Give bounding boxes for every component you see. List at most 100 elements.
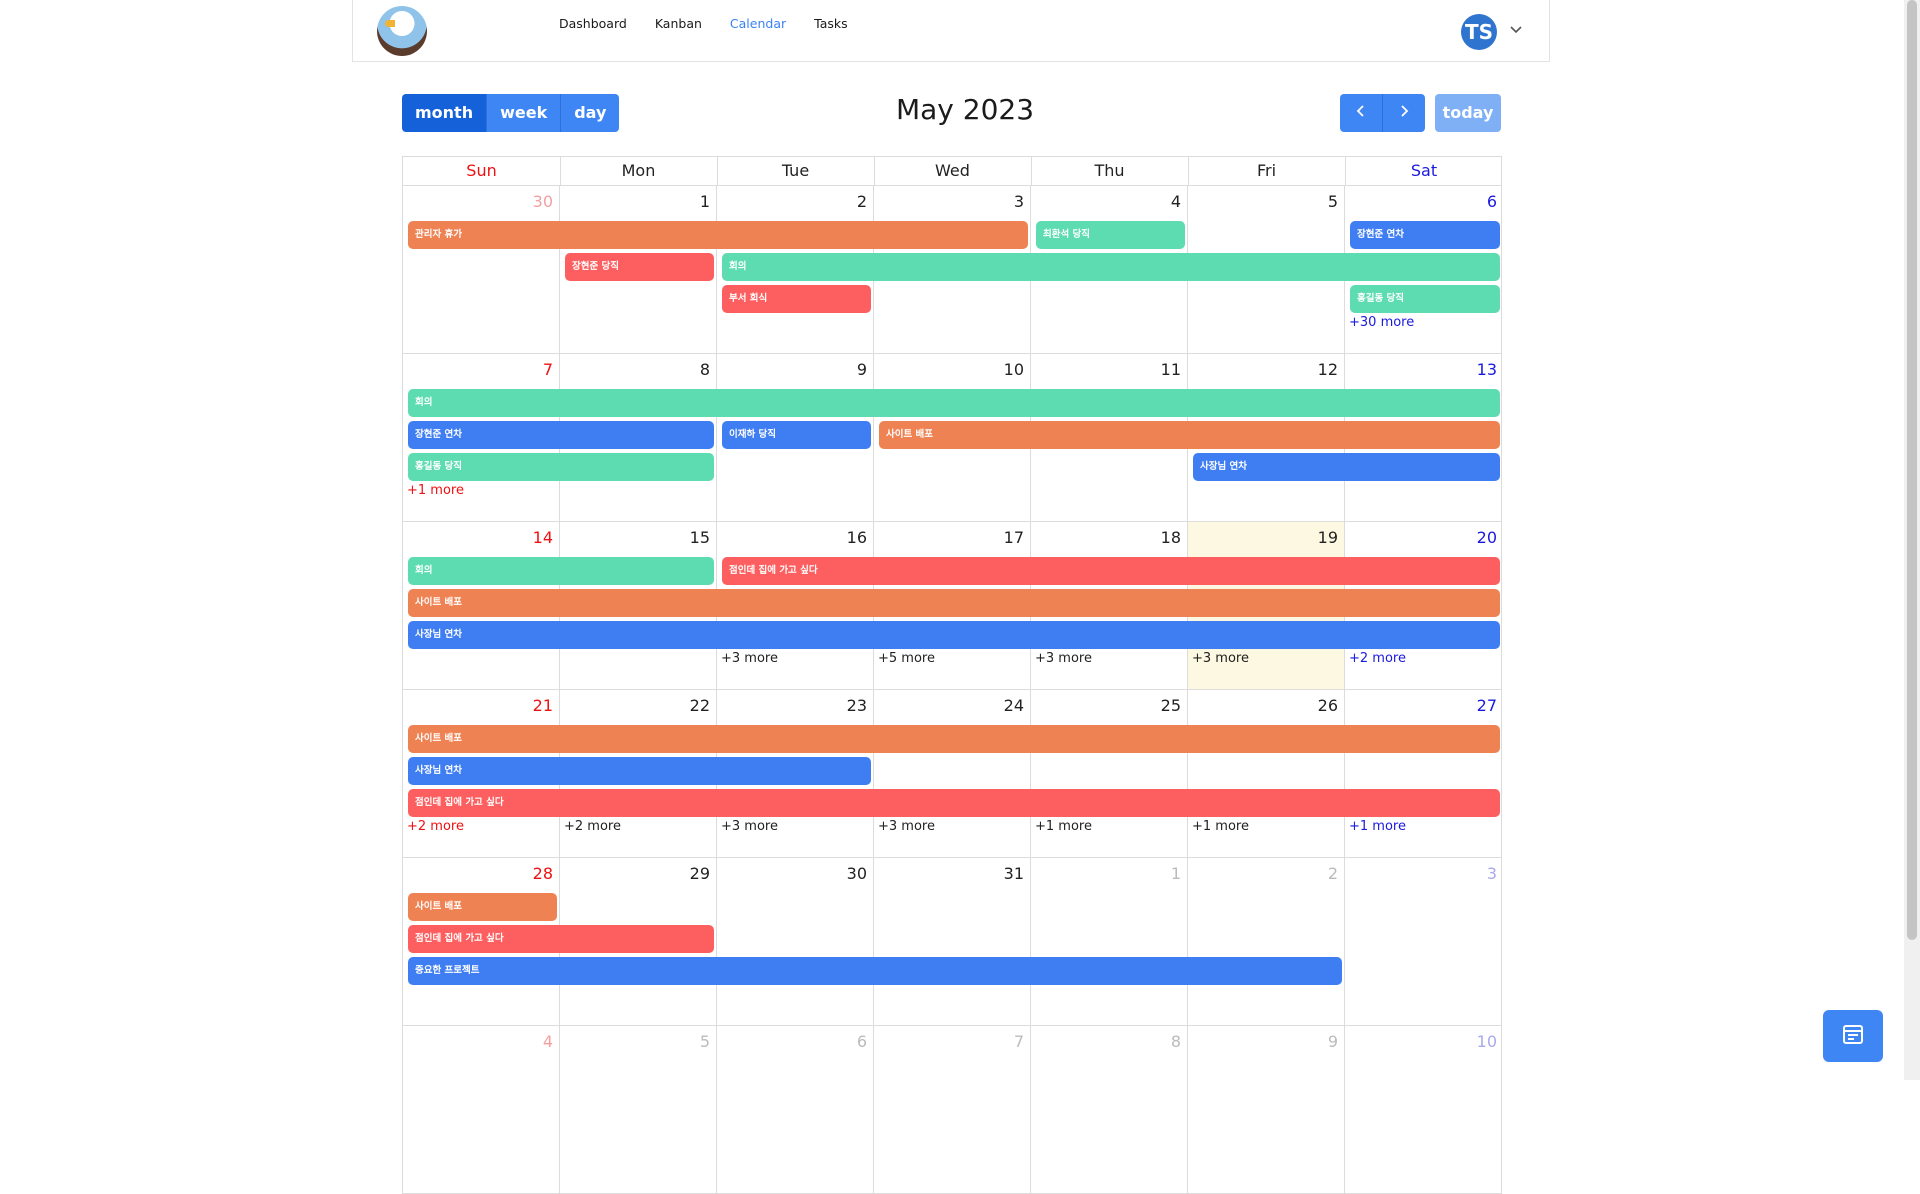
day-number[interactable]: 6: [1486, 192, 1497, 211]
day-cell[interactable]: 6: [717, 1026, 874, 1193]
calendar-event[interactable]: 장현준 당직: [565, 253, 714, 281]
day-cell[interactable]: 30: [717, 858, 874, 1025]
day-cell[interactable]: 30: [403, 186, 560, 353]
more-events-link[interactable]: +3 more: [721, 819, 778, 834]
page-scrollbar[interactable]: [1904, 0, 1920, 1080]
nav-link-tasks[interactable]: Tasks: [814, 16, 848, 31]
more-events-link[interactable]: +1 more: [1192, 819, 1249, 834]
calendar-event[interactable]: 관리자 휴가: [408, 221, 1028, 249]
day-number[interactable]: 13: [1476, 360, 1497, 379]
day-number[interactable]: 9: [856, 360, 867, 379]
day-number[interactable]: 22: [689, 696, 710, 715]
day-number[interactable]: 10: [1003, 360, 1024, 379]
day-number[interactable]: 16: [846, 528, 867, 547]
day-number[interactable]: 3: [1486, 864, 1497, 883]
calendar-event[interactable]: 점인데 집에 가고 싶다: [408, 789, 1500, 817]
day-number[interactable]: 20: [1476, 528, 1497, 547]
day-number[interactable]: 28: [532, 864, 553, 883]
day-cell[interactable]: 6: [1345, 186, 1503, 353]
more-events-link[interactable]: +3 more: [1192, 651, 1249, 666]
calendar-event[interactable]: 회의: [722, 253, 1500, 281]
day-cell[interactable]: 8: [1031, 1026, 1188, 1193]
day-number[interactable]: 18: [1160, 528, 1181, 547]
day-cell[interactable]: 26: [1188, 690, 1345, 857]
day-number[interactable]: 17: [1003, 528, 1024, 547]
day-number[interactable]: 5: [1327, 192, 1338, 211]
day-view-button[interactable]: day: [561, 94, 620, 132]
day-number[interactable]: 11: [1160, 360, 1181, 379]
day-number[interactable]: 30: [532, 192, 553, 211]
calendar-event[interactable]: 이재하 당직: [722, 421, 871, 449]
day-number[interactable]: 10: [1476, 1032, 1497, 1051]
more-events-link[interactable]: +1 more: [1035, 819, 1092, 834]
calendar-event[interactable]: 장현준 연차: [1350, 221, 1500, 249]
day-cell[interactable]: 25: [1031, 690, 1188, 857]
nav-link-kanban[interactable]: Kanban: [654, 16, 702, 31]
more-events-link[interactable]: +5 more: [878, 651, 935, 666]
day-cell[interactable]: 9: [1188, 1026, 1345, 1193]
day-number[interactable]: 26: [1317, 696, 1338, 715]
calendar-event[interactable]: 사장님 연차: [1193, 453, 1500, 481]
day-number[interactable]: 9: [1327, 1032, 1338, 1051]
more-events-link[interactable]: +3 more: [721, 651, 778, 666]
calendar-event[interactable]: 사장님 연차: [408, 621, 1500, 649]
calendar-event[interactable]: 장현준 연차: [408, 421, 714, 449]
more-events-link[interactable]: +3 more: [1035, 651, 1092, 666]
user-avatar[interactable]: TS: [1461, 14, 1497, 50]
day-cell[interactable]: 1: [560, 186, 717, 353]
day-cell[interactable]: 8: [560, 354, 717, 521]
calendar-event[interactable]: 부서 회식: [722, 285, 871, 313]
day-cell[interactable]: 24: [874, 690, 1031, 857]
next-month-button[interactable]: [1383, 94, 1425, 132]
day-number[interactable]: 7: [1013, 1032, 1024, 1051]
day-number[interactable]: 15: [689, 528, 710, 547]
day-cell[interactable]: 20: [1345, 522, 1503, 689]
more-events-link[interactable]: +2 more: [407, 819, 464, 834]
day-number[interactable]: 27: [1476, 696, 1497, 715]
day-number[interactable]: 14: [532, 528, 553, 547]
nav-link-calendar[interactable]: Calendar: [729, 16, 787, 31]
day-number[interactable]: 8: [699, 360, 710, 379]
calendar-event[interactable]: 점인데 집에 가고 싶다: [722, 557, 1500, 585]
calendar-event[interactable]: 사장님 연차: [408, 757, 871, 785]
day-number[interactable]: 1: [699, 192, 710, 211]
day-number[interactable]: 19: [1317, 528, 1338, 547]
calendar-event[interactable]: 회의: [408, 389, 1500, 417]
day-number[interactable]: 2: [1327, 864, 1338, 883]
day-cell[interactable]: 27: [1345, 690, 1503, 857]
day-cell[interactable]: 2: [1188, 858, 1345, 1025]
day-cell[interactable]: 5: [560, 1026, 717, 1193]
day-number[interactable]: 6: [856, 1032, 867, 1051]
day-number[interactable]: 7: [542, 360, 553, 379]
eagle-logo[interactable]: [377, 6, 427, 56]
more-events-link[interactable]: +2 more: [1349, 651, 1406, 666]
calendar-event[interactable]: 회의: [408, 557, 714, 585]
nav-link-dashboard[interactable]: Dashboard: [559, 16, 627, 31]
day-number[interactable]: 24: [1003, 696, 1024, 715]
today-button[interactable]: today: [1435, 94, 1501, 132]
calendar-event[interactable]: 사이트 배포: [879, 421, 1500, 449]
calendar-fab-button[interactable]: [1823, 1010, 1883, 1062]
day-cell[interactable]: 9: [717, 354, 874, 521]
day-cell[interactable]: 3: [1345, 858, 1503, 1025]
more-events-link[interactable]: +2 more: [564, 819, 621, 834]
calendar-event[interactable]: 사이트 배포: [408, 893, 557, 921]
calendar-event[interactable]: 사이트 배포: [408, 725, 1500, 753]
day-cell[interactable]: 29: [560, 858, 717, 1025]
calendar-event[interactable]: 최환석 당직: [1036, 221, 1185, 249]
day-cell[interactable]: 10: [1345, 1026, 1503, 1193]
more-events-link[interactable]: +1 more: [1349, 819, 1406, 834]
day-number[interactable]: 4: [1170, 192, 1181, 211]
day-number[interactable]: 29: [689, 864, 710, 883]
day-number[interactable]: 23: [846, 696, 867, 715]
day-number[interactable]: 5: [699, 1032, 710, 1051]
day-number[interactable]: 12: [1317, 360, 1338, 379]
day-cell[interactable]: 13: [1345, 354, 1503, 521]
day-cell[interactable]: 23: [717, 690, 874, 857]
calendar-event[interactable]: 홍길동 당직: [1350, 285, 1500, 313]
day-cell[interactable]: 4: [403, 1026, 560, 1193]
day-number[interactable]: 31: [1003, 864, 1024, 883]
week-view-button[interactable]: week: [487, 94, 562, 132]
calendar-event[interactable]: 중요한 프로젝트: [408, 957, 1342, 985]
calendar-event[interactable]: 사이트 배포: [408, 589, 1500, 617]
